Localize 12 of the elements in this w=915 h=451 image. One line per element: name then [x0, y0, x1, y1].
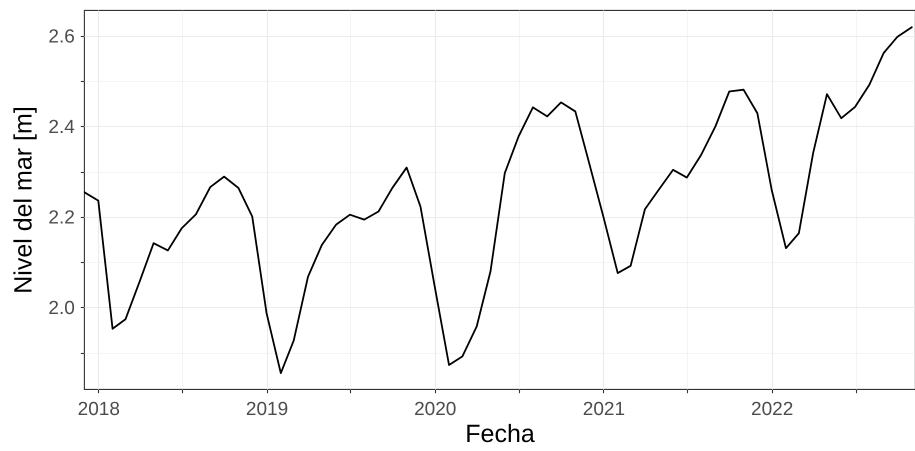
y-tick-label: 2.4 — [48, 116, 76, 138]
y-tick-label: 2.2 — [48, 207, 75, 228]
x-tick-label: 2020 — [414, 399, 456, 420]
x-tick-label: 2018 — [78, 399, 120, 420]
x-tick-label: 2022 — [751, 399, 794, 420]
x-axis-title: Fecha — [465, 420, 535, 448]
line-series — [84, 26, 913, 374]
y-tick-label: 2.0 — [48, 298, 75, 319]
x-tick-label: 2021 — [582, 399, 626, 420]
y-axis-title: Nivel del mar [m] — [9, 106, 38, 294]
y-tick-label: 2.6 — [48, 26, 75, 48]
x-tick-label: 2019 — [246, 399, 288, 420]
